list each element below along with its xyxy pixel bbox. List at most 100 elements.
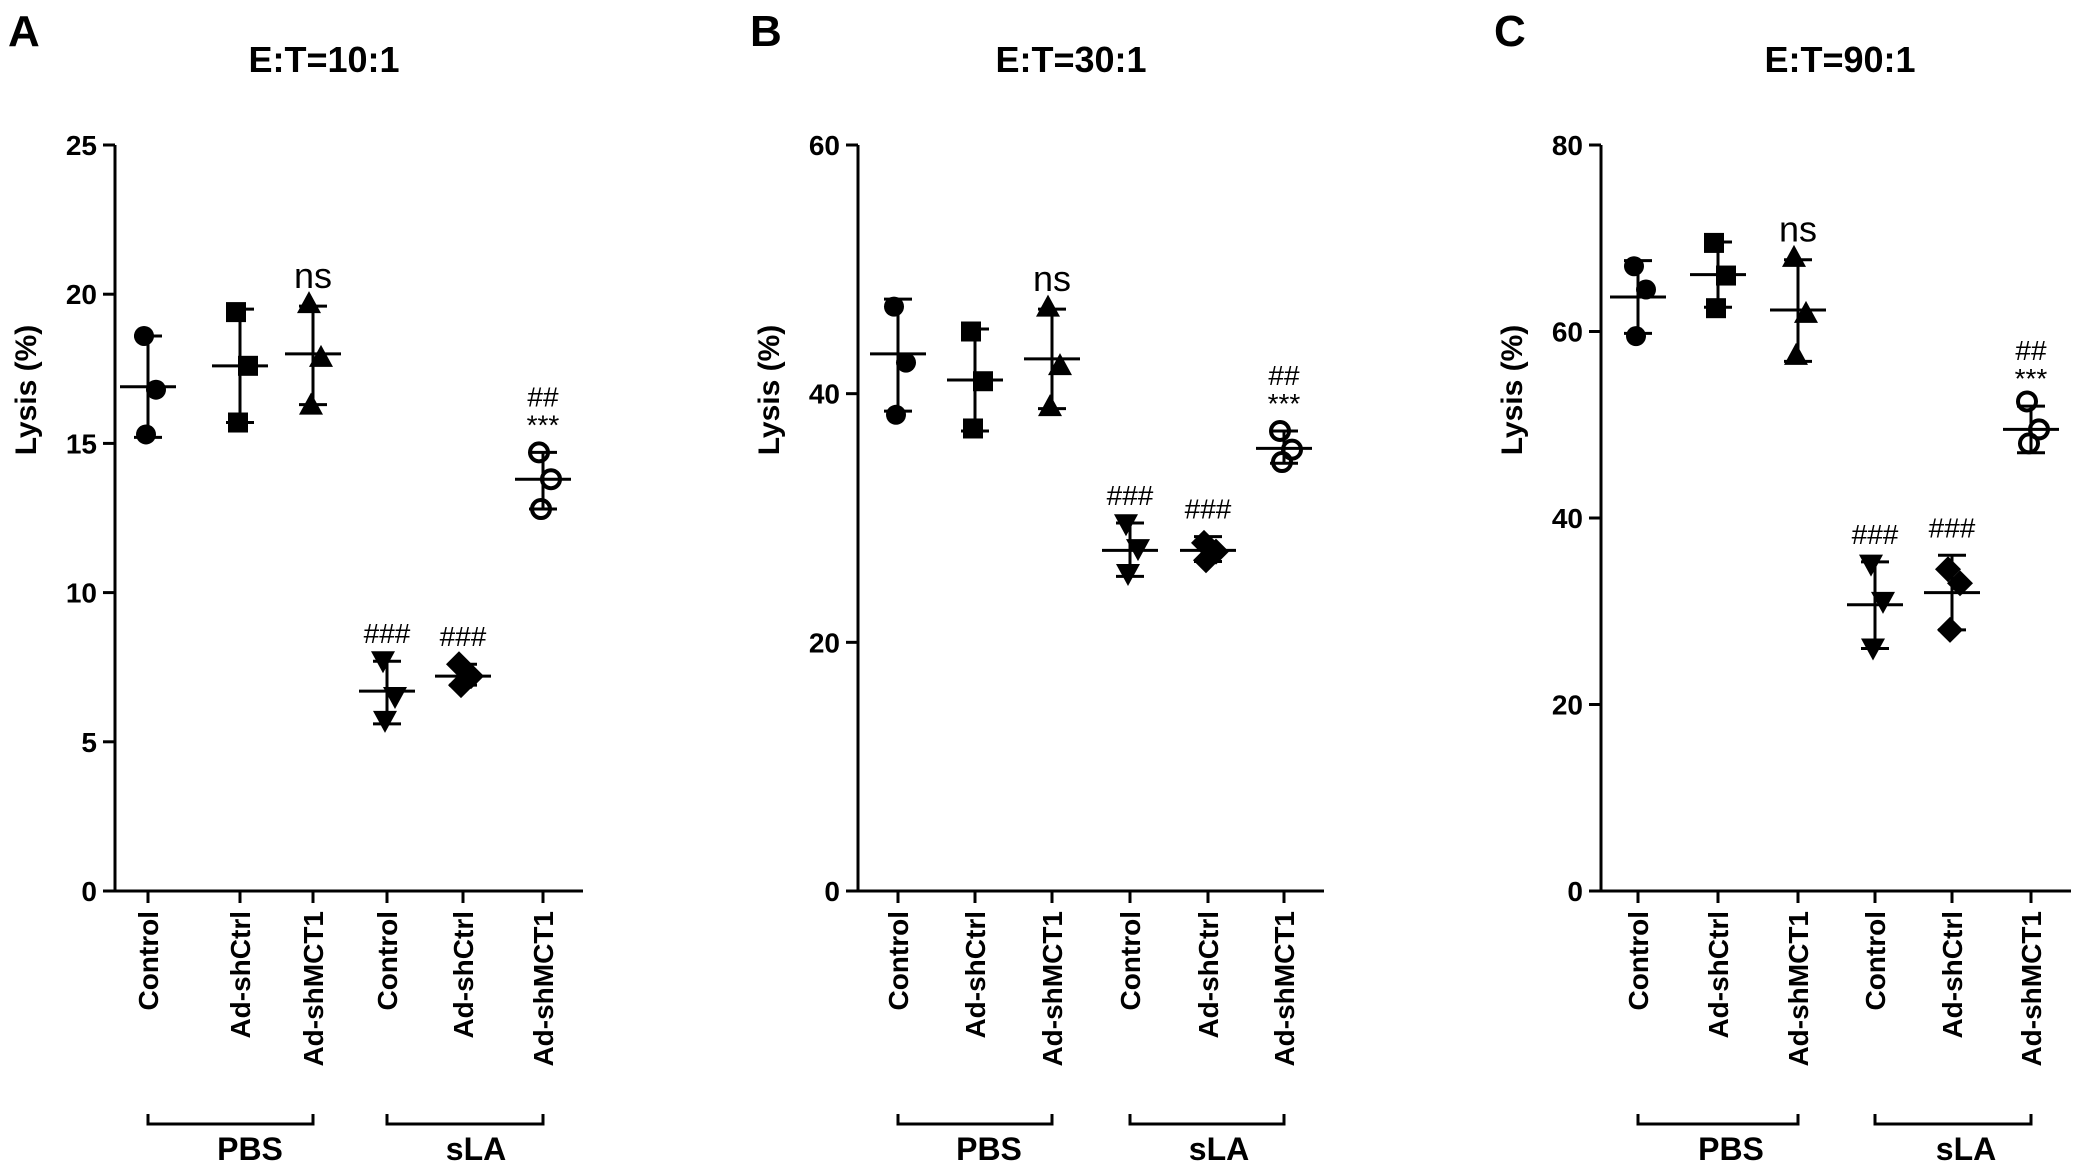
marker-triangle-down	[1116, 563, 1140, 586]
data-group-1: Ad-shCtrl	[1690, 232, 1746, 1039]
panel-label: C	[1494, 7, 1526, 56]
group-bracket-label: PBS	[956, 1131, 1022, 1167]
marker-triangle-down	[1114, 514, 1138, 537]
y-tick-label: 40	[1552, 503, 1583, 534]
x-tick-label: Ad-shCtrl	[448, 911, 479, 1039]
group-bracket	[385, 1114, 545, 1126]
marker-triangle-up	[1794, 300, 1818, 323]
marker-circle	[136, 424, 156, 445]
panel-C: C E:T=90:1 Lysis (%) 0 20 40 60 80 Control Ad-shC…	[1494, 7, 2071, 1167]
group-bracket-label: sLA	[1936, 1131, 1996, 1167]
marker-circle-open	[1271, 451, 1293, 474]
y-tick-label: 20	[66, 279, 97, 310]
marker-circle-open	[2016, 390, 2038, 413]
data-group-2: Ad-shMCT1 ns	[1024, 258, 1080, 1067]
significance-mark: ###	[364, 618, 411, 649]
y-tick-label: 80	[1552, 130, 1583, 161]
significance-mark: ***	[2015, 363, 2048, 394]
data-group-2: Ad-shMCT1 ns	[1770, 209, 1826, 1067]
marker-circle	[1626, 326, 1646, 347]
chart-title: E:T=90:1	[1764, 39, 1915, 80]
data-group-1: Ad-shCtrl	[212, 302, 268, 1039]
y-tick-label: 20	[1552, 690, 1583, 721]
significance-mark: ###	[1107, 480, 1154, 511]
marker-diamond	[448, 672, 474, 699]
significance-mark: ##	[527, 381, 559, 412]
group-bracket	[146, 1114, 315, 1126]
marker-diamond	[1193, 547, 1219, 574]
significance-ns: ns	[1779, 209, 1817, 250]
significance-mark: ***	[1268, 388, 1301, 419]
data-group-4: Ad-shCtrl ###	[1180, 494, 1236, 1039]
y-tick-label: 10	[66, 578, 97, 609]
marker-triangle-up	[1784, 342, 1808, 365]
marker-triangle-up	[1036, 294, 1060, 317]
group-bracket	[896, 1114, 1054, 1126]
y-tick-label: 40	[809, 379, 840, 410]
y-tick-label: 5	[81, 727, 97, 758]
marker-circle	[884, 296, 904, 317]
group-bracket-label: PBS	[217, 1131, 283, 1167]
marker-circle	[134, 325, 154, 346]
group-bracket-label: PBS	[1698, 1131, 1764, 1167]
x-tick-label: Ad-shCtrl	[1193, 911, 1224, 1039]
data-group-3: Control ###	[1102, 480, 1158, 1011]
data-group-2: Ad-shMCT1 ns	[285, 255, 341, 1067]
panel-A: A E:T=10:1 Lysis (%) 0 5 10 15 20 25 Control Ad-sh…	[8, 7, 583, 1167]
panel-label: B	[750, 7, 782, 56]
data-group-3: Control ###	[1847, 519, 1903, 1011]
x-tick-label: Ad-shCtrl	[1703, 911, 1734, 1039]
significance-mark: ###	[1852, 519, 1899, 550]
marker-square	[226, 302, 246, 323]
marker-triangle-up	[297, 291, 321, 314]
y-axis-label: Lysis (%)	[10, 325, 43, 456]
y-tick-label: 20	[809, 627, 840, 658]
y-tick-label: 0	[824, 876, 840, 907]
x-tick-label: Ad-shCtrl	[225, 911, 256, 1039]
data-group-5: Ad-shMCT1 ##***	[2003, 335, 2059, 1067]
data-group-0: Control	[870, 296, 926, 1011]
marker-square	[963, 418, 983, 439]
y-tick-label: 0	[1567, 876, 1583, 907]
y-tick-label: 15	[66, 428, 97, 459]
x-tick-label: Ad-shMCT1	[1783, 911, 1814, 1067]
data-group-5: Ad-shMCT1 ##***	[1256, 360, 1312, 1067]
marker-triangle-down	[1871, 591, 1895, 614]
x-tick-label: Control	[372, 911, 403, 1011]
marker-triangle-down	[371, 651, 395, 674]
x-tick-label: Ad-shMCT1	[2016, 911, 2047, 1067]
marker-diamond	[1937, 616, 1963, 643]
x-tick-label: Ad-shMCT1	[1037, 911, 1068, 1067]
data-group-1: Ad-shCtrl	[947, 321, 1003, 1039]
y-tick-label: 0	[81, 876, 97, 907]
panel-B: B E:T=30:1 Lysis (%) 0 20 40 60 Control Ad-shCtr…	[750, 7, 1324, 1167]
significance-mark: ##	[1268, 360, 1300, 391]
significance-mark: ***	[527, 409, 560, 440]
x-tick-label: Control	[133, 911, 164, 1011]
y-axis-label: Lysis (%)	[1496, 325, 1529, 456]
group-bracket-label: sLA	[1189, 1131, 1249, 1167]
significance-mark: ###	[440, 621, 487, 652]
significance-ns: ns	[1033, 258, 1071, 299]
data-group-0: Control	[120, 325, 176, 1011]
chart-title: E:T=10:1	[248, 39, 399, 80]
marker-circle	[896, 352, 916, 373]
marker-triangle-down	[1861, 638, 1885, 661]
data-group-4: Ad-shCtrl ###	[1924, 512, 1980, 1039]
x-tick-label: Control	[883, 911, 914, 1011]
y-axis-label: Lysis (%)	[753, 325, 786, 456]
marker-circle	[1636, 279, 1656, 300]
x-tick-label: Ad-shCtrl	[1937, 911, 1968, 1039]
significance-ns: ns	[294, 255, 332, 296]
chart-title: E:T=30:1	[995, 39, 1146, 80]
x-tick-label: Control	[1623, 911, 1654, 1011]
marker-circle	[1624, 256, 1644, 277]
marker-square	[1704, 232, 1724, 253]
marker-circle-open	[2018, 432, 2040, 455]
y-tick-label: 60	[1552, 317, 1583, 348]
marker-circle-open	[528, 441, 550, 464]
data-group-0: Control	[1610, 256, 1666, 1011]
marker-square	[1706, 298, 1726, 319]
group-bracket-label: sLA	[446, 1131, 506, 1167]
